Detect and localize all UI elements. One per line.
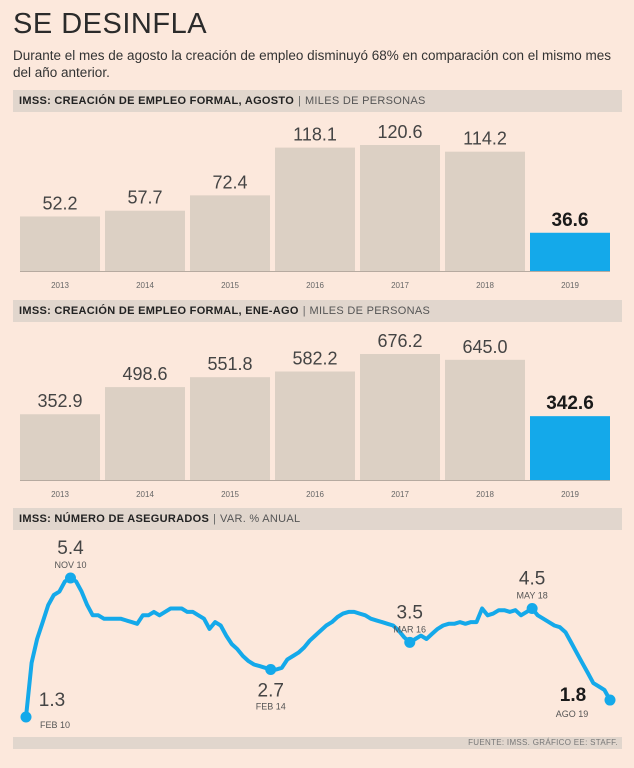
chart3-value-label-may-18: 4.5 — [519, 569, 545, 590]
chart1-x-tick-2015: 2015 — [221, 281, 239, 290]
chart3-series-line — [24, 576, 612, 719]
chart2-x-tick-2017: 2017 — [391, 490, 409, 499]
chart2-value-label-2013: 352.9 — [37, 391, 82, 411]
chart3-point-feb-10 — [20, 711, 32, 723]
chart1-x-tick-2014: 2014 — [136, 281, 154, 290]
chart2-value-label-2018: 645.0 — [462, 337, 507, 357]
chart3-date-label-nov-10: NOV 10 — [54, 560, 86, 570]
chart2-bar-chart: 352.9 2013 498.6 2014 551.8 2015 582.2 2016 676.… — [20, 331, 610, 499]
chart1-value-label-2018: 114.2 — [463, 129, 507, 149]
chart2-bar-2018 — [445, 359, 525, 480]
chart2-value-label-2014: 498.6 — [122, 364, 167, 384]
chart2-x-tick-2016: 2016 — [306, 490, 324, 499]
chart2-separator: | — [302, 305, 306, 317]
chart2-bar-2017 — [360, 354, 440, 480]
chart1-x-tick-2018: 2018 — [476, 281, 494, 290]
chart3-point-may-18 — [526, 603, 538, 615]
chart1-separator: | — [298, 95, 301, 107]
page-title: SE DESINFLA — [13, 8, 208, 40]
chart3-date-label-feb-10: FEB 10 — [40, 720, 70, 730]
chart1-bar-chart: 52.2 2013 57.7 2014 72.4 2015 118.1 2016 120.6 20… — [20, 122, 610, 290]
chart2-value-label-2019: 342.6 — [546, 393, 594, 414]
chart3-value-label-feb-14: 2.7 — [258, 681, 284, 702]
chart1-bar-2015 — [190, 195, 270, 271]
chart3-value-label-nov-10: 5.4 — [57, 538, 84, 559]
chart1-header: IMSS: CREACIÓN DE EMPLEO FORMAL, AGOSTO |… — [13, 90, 622, 112]
chart3-date-label-may-18: MAY 18 — [517, 591, 548, 601]
footer-bar: FUENTE: IMSS. GRÁFICO EE: STAFF. — [13, 737, 622, 749]
chart1-value-label-2014: 57.7 — [127, 188, 162, 208]
chart2-x-tick-2015: 2015 — [221, 490, 239, 499]
chart1-x-tick-2016: 2016 — [306, 281, 324, 290]
chart2-unit: MILES DE PERSONAS — [309, 305, 431, 317]
chart3-date-label-feb-14: FEB 14 — [256, 702, 286, 712]
chart1-bar-2014 — [105, 210, 185, 271]
chart2-bar-2019 — [530, 416, 610, 480]
chart1-unit: MILES DE PERSONAS — [304, 95, 426, 107]
chart1-bar-2017 — [360, 145, 440, 271]
chart3-point-mar-16 — [404, 636, 416, 648]
chart2-value-label-2016: 582.2 — [292, 349, 337, 369]
chart3-header: IMSS: NÚMERO DE ASEGURADOS | VAR. % ANUAL — [13, 508, 622, 530]
chart2-bar-2013 — [20, 414, 100, 480]
chart3-point-nov-10 — [64, 572, 76, 584]
chart1-value-label-2015: 72.4 — [212, 172, 247, 192]
chart1-bar-2019 — [530, 232, 610, 271]
chart1-x-tick-2019: 2019 — [561, 281, 579, 290]
chart2-value-label-2017: 676.2 — [377, 331, 422, 351]
chart1-bar-2016 — [275, 147, 355, 271]
chart3-point-feb-14 — [265, 664, 277, 676]
chart1-value-label-2016: 118.1 — [293, 125, 337, 145]
source-credit: FUENTE: IMSS. GRÁFICO EE: STAFF. — [468, 738, 618, 747]
chart2-bar-2014 — [105, 387, 185, 480]
chart3-point-ago-19 — [604, 694, 616, 706]
chart2-title: IMSS: CREACIÓN DE EMPLEO FORMAL, ENE-AGO — [19, 305, 299, 317]
chart2-header: IMSS: CREACIÓN DE EMPLEO FORMAL, ENE-AGO… — [13, 300, 622, 322]
chart2-x-tick-2018: 2018 — [476, 490, 494, 499]
chart1-bar-2013 — [20, 216, 100, 271]
chart1-bar-2018 — [445, 151, 525, 271]
chart3-unit: VAR. % ANUAL — [220, 513, 301, 525]
chart2-bar-2016 — [275, 371, 355, 480]
page-subtitle: Durante el mes de agosto la creación de … — [13, 48, 612, 80]
chart3-value-label-feb-10: 1.3 — [39, 690, 65, 711]
chart1-value-label-2019: 36.6 — [552, 210, 589, 231]
chart1-x-tick-2013: 2013 — [51, 281, 69, 290]
chart2-x-tick-2013: 2013 — [51, 490, 69, 499]
chart3-date-label-mar-16: MAR 16 — [394, 624, 427, 634]
chart1-value-label-2017: 120.6 — [377, 122, 422, 142]
chart1-x-tick-2017: 2017 — [391, 281, 409, 290]
chart1-value-label-2013: 52.2 — [42, 193, 77, 213]
chart1-title: IMSS: CREACIÓN DE EMPLEO FORMAL, AGOSTO — [19, 95, 295, 107]
chart2-value-label-2015: 551.8 — [207, 354, 252, 374]
chart2-x-tick-2014: 2014 — [136, 490, 154, 499]
chart2-x-tick-2019: 2019 — [561, 490, 579, 499]
chart3-separator: | — [213, 513, 216, 525]
chart3-title: IMSS: NÚMERO DE ASEGURADOS — [19, 513, 210, 525]
chart3-date-label-ago-19: AGO 19 — [556, 709, 589, 719]
chart2-bar-2015 — [190, 377, 270, 480]
chart3-value-label-ago-19: 1.8 — [560, 685, 586, 706]
chart3-value-label-mar-16: 3.5 — [397, 602, 423, 623]
